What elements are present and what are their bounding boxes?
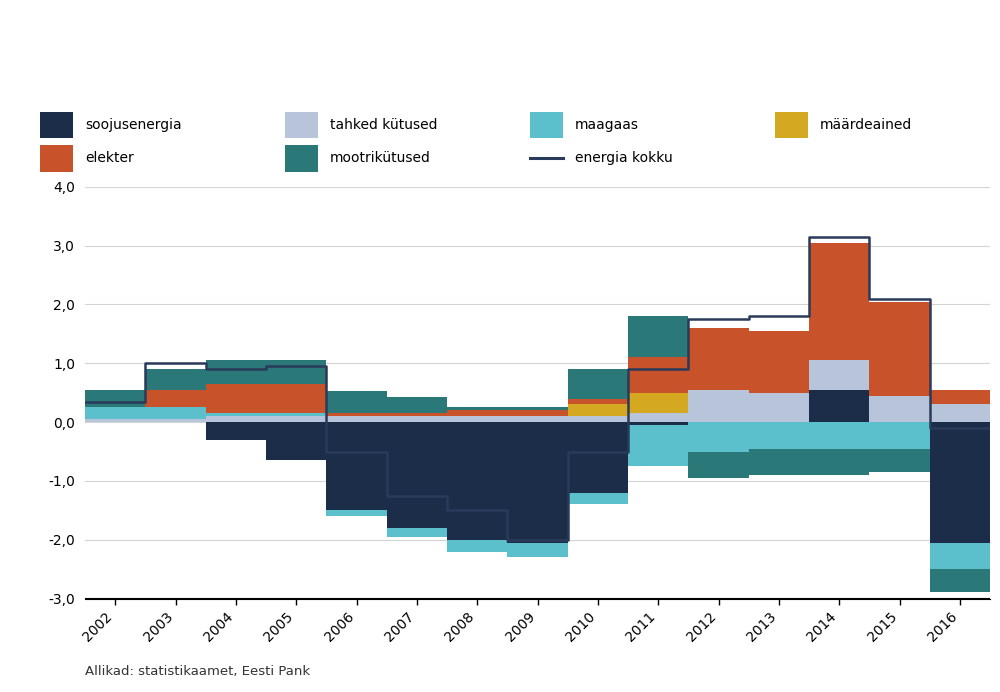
Bar <box>40 145 73 172</box>
Bar <box>775 112 808 138</box>
Text: määrdeained: määrdeained <box>820 118 912 132</box>
Bar <box>285 145 318 172</box>
Text: energia kokku: energia kokku <box>575 152 673 165</box>
Text: tahked kütused: tahked kütused <box>330 118 437 132</box>
Polygon shape <box>85 243 990 413</box>
Text: Allikad: statistikaamet, Eesti Pank: Allikad: statistikaamet, Eesti Pank <box>85 665 310 677</box>
Text: elekter: elekter <box>85 152 134 165</box>
Bar <box>285 112 318 138</box>
Polygon shape <box>85 422 990 569</box>
Bar <box>40 112 73 138</box>
Polygon shape <box>85 361 990 422</box>
Text: soojusenergia: soojusenergia <box>85 118 182 132</box>
Bar <box>530 112 563 138</box>
Polygon shape <box>85 422 990 543</box>
Text: maagaas: maagaas <box>575 118 639 132</box>
Polygon shape <box>85 390 990 422</box>
Polygon shape <box>85 361 990 417</box>
Text: Joonis 1. Energiakaupade osakaalude muutus tarbijakorvis võrreldes 2001.
aastaga: Joonis 1. Energiakaupade osakaalude muut… <box>13 30 807 73</box>
Polygon shape <box>85 361 990 419</box>
Polygon shape <box>85 422 990 592</box>
Polygon shape <box>85 422 990 543</box>
Polygon shape <box>85 243 990 417</box>
Polygon shape <box>85 422 990 569</box>
Polygon shape <box>85 422 990 569</box>
Text: mootrikütused: mootrikütused <box>330 152 431 165</box>
